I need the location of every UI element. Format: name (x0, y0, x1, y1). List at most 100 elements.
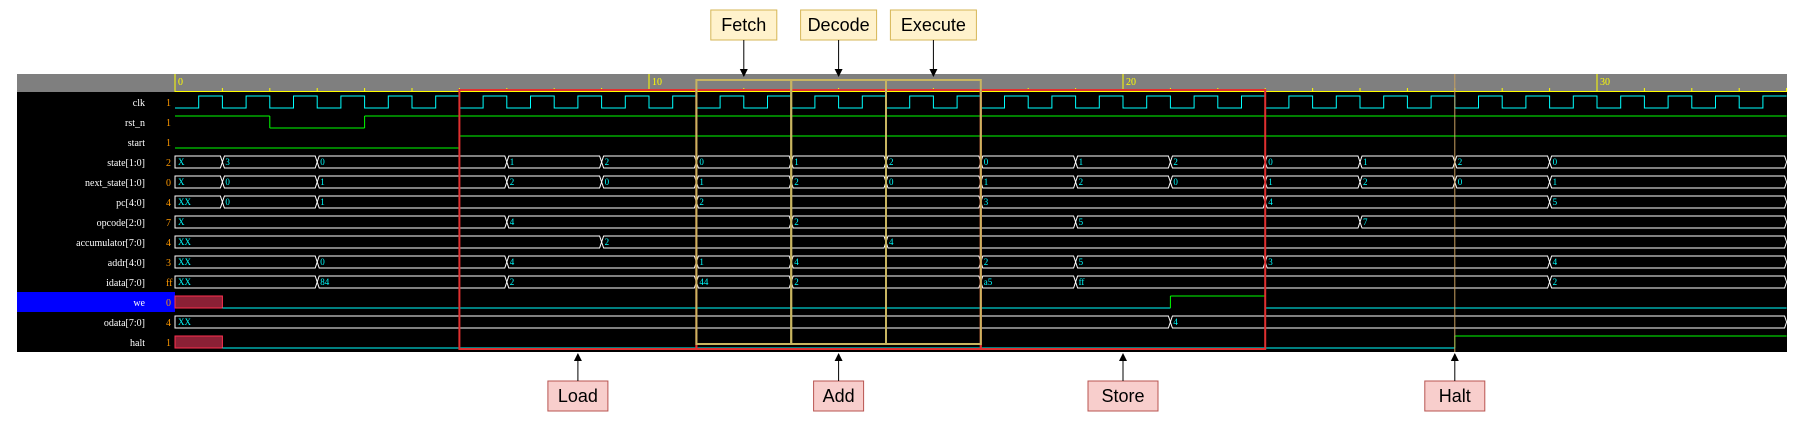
instruction-label-text: Store (1101, 386, 1144, 406)
signal-name: halt (130, 338, 145, 349)
instruction-label-box (1087, 380, 1159, 412)
signal-name: addr[4:0] (108, 258, 145, 269)
bus-value-segment (174, 235, 603, 249)
bus-value-label: 0 (1173, 177, 1178, 187)
bus-value-segment (174, 315, 1171, 329)
signal-row-odata-7-0: odata[7:0] 4 XX 4 (104, 315, 1788, 329)
bus-value-label: 2 (794, 177, 799, 187)
signal-value: ff (166, 278, 173, 289)
signal-value: 7 (166, 218, 171, 229)
signal-name: start (128, 138, 145, 149)
bus-value-label: 2 (510, 177, 515, 187)
waveform-panel (17, 74, 1787, 352)
signal-value: 4 (166, 238, 171, 249)
bus-value-segment (1359, 175, 1456, 189)
bus-value-segment (1075, 255, 1266, 269)
instruction-label-box (813, 380, 865, 412)
signal-name: we (133, 298, 145, 309)
phase-label-decode: Decode (800, 9, 878, 77)
signal-row-opcode-2-0: opcode[2:0] 7 X 4 2 5 7 (97, 215, 1788, 229)
time-tick-label: 0 (178, 77, 183, 88)
phase-label-box (710, 9, 778, 41)
bus-value-label: 2 (1553, 277, 1558, 287)
phase-span-box (885, 79, 982, 345)
bus-value-segment (1549, 255, 1788, 269)
signal-value: 4 (166, 198, 171, 209)
bus-value-label: X (178, 217, 185, 227)
bus-value-segment (316, 175, 508, 189)
instruction-arrow-head (1450, 353, 1459, 361)
bus-value-segment (221, 195, 318, 209)
bus-value-label: 1 (510, 157, 515, 167)
unknown-value-segment (174, 335, 223, 349)
bus-value-label: 4 (889, 237, 894, 247)
signal-value: 1 (166, 138, 171, 149)
bus-value-segment (1359, 155, 1456, 169)
bus-value-segment (221, 175, 318, 189)
signal-row-pc-4-0: pc[4:0] 4 XX 0 1 2 3 4 5 (116, 195, 1788, 209)
bus-value-label: 2 (1079, 177, 1084, 187)
signal-row-next-state-1-0: next_state[1:0] 0 X 0 1 2 0 1 2 0 1 2 0 1 2 0 1 (85, 175, 1788, 189)
phase-arrow-head (929, 69, 938, 77)
bus-value-label: 0 (320, 257, 325, 267)
signal-name: odata[7:0] (104, 318, 145, 329)
phase-label-box (889, 9, 977, 41)
unknown-value-segment (174, 295, 223, 309)
bus-value-label: 2 (889, 157, 894, 167)
bus-value-segment (174, 175, 223, 189)
bus-value-label: 0 (984, 157, 989, 167)
bus-value-label: 2 (1458, 157, 1463, 167)
bus-value-segment (1549, 275, 1788, 289)
bus-value-label: 0 (1553, 157, 1558, 167)
bus-value-segment (1169, 315, 1788, 329)
bus-value-label: 0 (225, 197, 230, 207)
bus-value-segment (174, 255, 318, 269)
signal-value: 2 (166, 158, 171, 169)
bus-value-segment (316, 255, 508, 269)
signal-value: 1 (166, 98, 171, 109)
bus-value-segment (221, 155, 318, 169)
bus-value-label: a5 (984, 277, 993, 287)
bus-value-label: 2 (605, 237, 610, 247)
instruction-label-box (1424, 380, 1486, 412)
bus-value-segment (1169, 175, 1266, 189)
bus-value-label: 3 (1268, 257, 1273, 267)
bus-value-segment (601, 235, 887, 249)
bus-value-label: 4 (1553, 257, 1558, 267)
signal-name: rst_n (125, 118, 145, 129)
bus-value-label: XX (178, 257, 191, 267)
bus-value-label: 2 (794, 277, 799, 287)
bus-value-label: 2 (794, 217, 799, 227)
bus-value-label: 0 (889, 177, 894, 187)
bus-value-label: 2 (1173, 157, 1178, 167)
bus-value-label: XX (178, 317, 191, 327)
signal-name: state[1:0] (107, 158, 145, 169)
bus-value-label: 0 (225, 177, 230, 187)
bus-value-label: XX (178, 197, 191, 207)
signal-name: accumulator[7:0] (76, 238, 145, 249)
signal-value: 0 (166, 298, 171, 309)
bus-value-label: 5 (1553, 197, 1558, 207)
bus-value-segment (506, 155, 603, 169)
bus-value-label: 1 (984, 177, 989, 187)
bus-value-segment (601, 155, 697, 169)
phase-label-execute: Execute (889, 9, 977, 77)
instruction-arrow-head (834, 353, 843, 361)
time-tick-label: 30 (1600, 77, 1610, 88)
bus-value-label: X (178, 177, 185, 187)
bus-value-label: 0 (320, 157, 325, 167)
phase-arrow-head (739, 69, 748, 77)
bus-value-label: 0 (1268, 157, 1273, 167)
bus-value-segment (174, 275, 318, 289)
bus-value-segment (506, 175, 603, 189)
bus-value-label: 2 (699, 197, 704, 207)
bus-value-label: 3 (225, 157, 230, 167)
signal-row-idata-7-0: idata[7:0] ff XX 84 2 44 2 a5 ff 2 (106, 275, 1788, 289)
signal-value: 0 (166, 178, 171, 189)
bus-value-label: 44 (699, 277, 709, 287)
bus-value-segment (506, 255, 697, 269)
phase-label-text: Execute (901, 15, 966, 35)
bus-value-label: 1 (794, 157, 799, 167)
